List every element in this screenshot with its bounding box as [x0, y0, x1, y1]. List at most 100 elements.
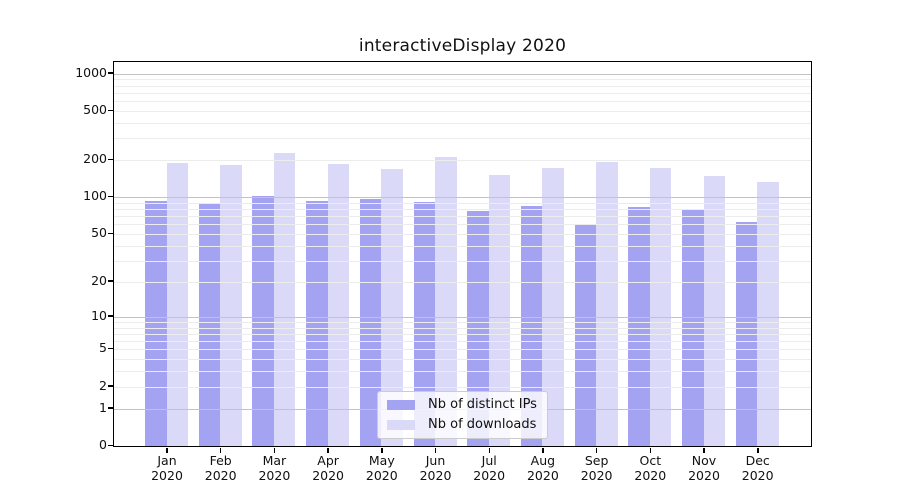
- y-tick-mark-50: [108, 232, 113, 235]
- x-tick-label-apr-2020: Apr 2020: [312, 453, 344, 483]
- y-tick-mark-500: [108, 109, 113, 111]
- gridline-minor-5: [114, 349, 811, 351]
- gridline-minor-400: [114, 122, 811, 124]
- legend: Nb of distinct IPs Nb of downloads: [377, 391, 548, 439]
- bar-nov-2020-downloads: [703, 176, 725, 446]
- y-tick-label-20: 20: [91, 272, 107, 288]
- bar-apr-2020-distinct-ips: [306, 201, 328, 446]
- gridline-minor-9: [114, 321, 811, 323]
- x-tick-mark-may-2020: [381, 448, 383, 453]
- x-tick-mark-mar-2020: [273, 448, 276, 453]
- gridline-minor-90: [114, 202, 811, 204]
- y-tick-mark-1000: [108, 72, 113, 74]
- bar-oct-2020-distinct-ips: [628, 206, 650, 446]
- x-tick-label-nov-2020: Nov 2020: [688, 453, 720, 483]
- y-tick-label-1: 1: [99, 399, 107, 415]
- legend-row-distinct-ips: Nb of distinct IPs: [387, 398, 537, 412]
- gridline-minor-6: [114, 341, 811, 343]
- gridline-minor-50: [114, 234, 811, 236]
- bar-jan-2020-distinct-ips: [145, 201, 167, 446]
- y-tick-label-50: 50: [91, 225, 107, 241]
- gridline-major-1000: [114, 73, 811, 75]
- y-tick-label-500: 500: [83, 102, 107, 117]
- x-tick-mark-apr-2020: [327, 448, 329, 453]
- bar-sep-2020-downloads: [596, 161, 618, 446]
- y-tick-label-2: 2: [99, 377, 107, 393]
- y-tick-label-100: 100: [83, 188, 107, 204]
- x-tick-mark-aug-2020: [542, 448, 544, 453]
- bar-feb-2020-distinct-ips: [198, 202, 221, 446]
- y-tick-mark-5: [108, 347, 113, 350]
- x-tick-label-feb-2020: Feb 2020: [204, 453, 237, 483]
- x-tick-mark-jun-2020: [434, 448, 437, 453]
- x-tick-label-jul-2020: Jul 2020: [473, 453, 506, 483]
- y-tick-mark-1: [108, 407, 113, 409]
- gridline-minor-4: [114, 359, 811, 361]
- legend-row-downloads: Nb of downloads: [387, 418, 537, 432]
- x-tick-label-mar-2020: Mar 2020: [258, 453, 291, 483]
- bar-jun-2020-downloads: [435, 156, 457, 446]
- y-tick-mark-100: [108, 195, 113, 198]
- gridline-minor-8: [114, 327, 811, 329]
- gridline-major-10: [114, 316, 811, 318]
- y-tick-label-5: 5: [99, 340, 107, 356]
- bar-feb-2020-downloads: [220, 165, 242, 446]
- x-tick-label-may-2020: May 2020: [365, 453, 398, 483]
- bar-jun-2020-distinct-ips: [413, 201, 435, 446]
- gridline-minor-80: [114, 209, 811, 211]
- x-tick-label-aug-2020: Aug 2020: [526, 453, 559, 483]
- y-tick-mark-200: [108, 158, 113, 161]
- x-tick-mark-nov-2020: [703, 448, 705, 453]
- bar-jul-2020-downloads: [488, 175, 511, 446]
- bar-nov-2020-distinct-ips: [682, 208, 704, 446]
- legend-swatch-distinct-ips: [387, 400, 415, 410]
- bar-aug-2020-downloads: [542, 168, 564, 446]
- gridline-minor-600: [114, 101, 811, 103]
- bar-oct-2020-downloads: [649, 167, 672, 446]
- x-tick-mark-dec-2020: [757, 448, 759, 453]
- bar-jan-2020-downloads: [166, 162, 188, 446]
- chart-title: interactiveDisplay 2020: [358, 36, 567, 56]
- y-tick-mark-0: [108, 444, 113, 446]
- bar-may-2020-downloads: [381, 169, 403, 446]
- gridline-minor-300: [114, 138, 811, 140]
- y-tick-label-1000: 1000: [75, 64, 107, 80]
- gridline-minor-500: [114, 111, 811, 112]
- y-tick-mark-20: [108, 280, 113, 282]
- gridline-minor-40: [114, 245, 811, 247]
- y-tick-label-0: 0: [99, 437, 107, 452]
- gridline-minor-3: [114, 371, 811, 373]
- plot-area: Nb of distinct IPs Nb of downloads: [113, 61, 812, 447]
- y-tick-mark-2: [108, 385, 113, 387]
- gridline-minor-700: [114, 92, 811, 94]
- legend-label-downloads: Nb of downloads: [428, 417, 537, 432]
- x-tick-mark-feb-2020: [219, 448, 222, 453]
- x-tick-mark-sep-2020: [595, 448, 598, 453]
- x-tick-label-jun-2020: Jun 2020: [419, 453, 452, 483]
- gridline-minor-200: [114, 160, 811, 162]
- gridline-minor-70: [114, 216, 811, 218]
- gridline-minor-900: [114, 79, 811, 81]
- gridline-minor-30: [114, 260, 811, 262]
- gridline-minor-2: [114, 386, 811, 388]
- bar-apr-2020-downloads: [327, 164, 350, 446]
- y-tick-label-10: 10: [91, 307, 107, 323]
- x-tick-label-dec-2020: Dec 2020: [741, 453, 774, 483]
- gridline-major-100: [114, 197, 811, 199]
- gridline-minor-800: [114, 85, 811, 87]
- x-tick-label-oct-2020: Oct 2020: [634, 453, 667, 483]
- y-tick-mark-10: [108, 315, 113, 317]
- gridline-minor-20: [114, 281, 811, 283]
- legend-swatch-downloads: [387, 420, 415, 430]
- y-tick-label-200: 200: [83, 151, 107, 167]
- bar-sep-2020-distinct-ips: [574, 225, 597, 446]
- bar-mar-2020-downloads: [273, 153, 296, 446]
- gridline-minor-7: [114, 333, 811, 335]
- bar-mar-2020-distinct-ips: [252, 196, 274, 446]
- gridline-minor-60: [114, 224, 811, 226]
- bar-dec-2020-downloads: [757, 182, 779, 446]
- x-tick-mark-oct-2020: [649, 448, 651, 453]
- x-tick-label-sep-2020: Sep 2020: [580, 453, 613, 483]
- x-tick-mark-jul-2020: [488, 448, 490, 453]
